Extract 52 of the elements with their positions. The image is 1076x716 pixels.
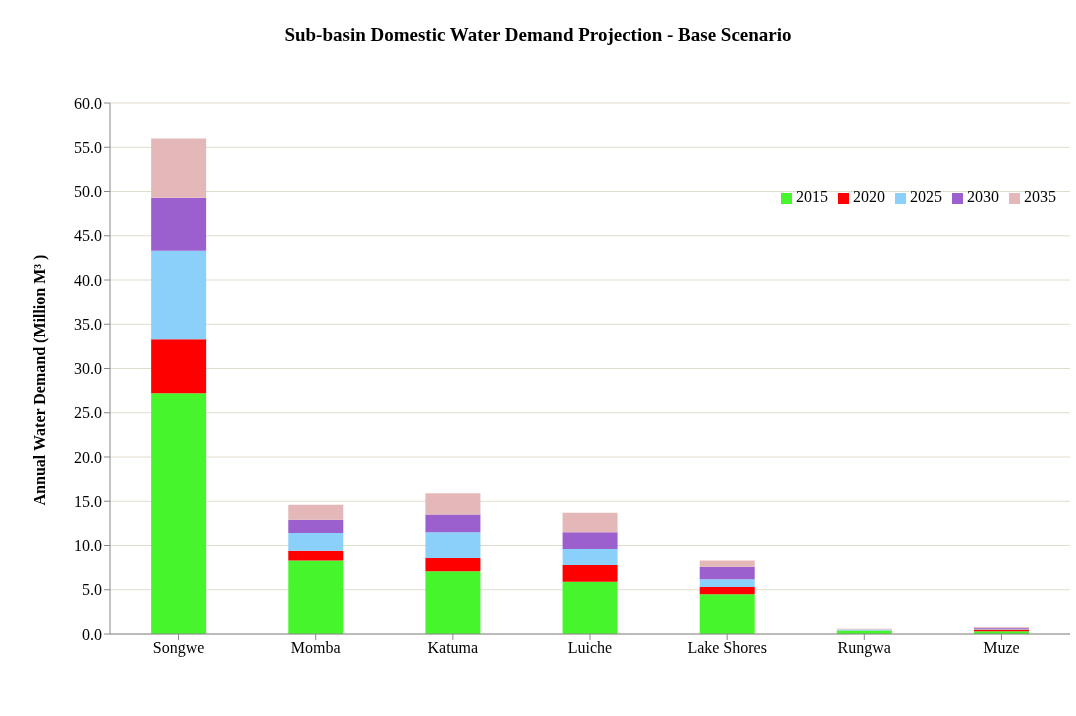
x-tick-label: Rungwa — [837, 639, 891, 658]
bar — [562, 581, 618, 634]
y-tick-label: 40.0 — [74, 271, 102, 289]
bar — [288, 550, 344, 561]
y-tick-label: 0.0 — [82, 625, 102, 643]
y-tick-label: 45.0 — [74, 227, 102, 245]
bar — [562, 532, 618, 550]
y-tick-label: 25.0 — [74, 404, 102, 422]
y-tick-label: 10.0 — [74, 537, 102, 555]
legend-label: 2035 — [1024, 188, 1056, 205]
bar — [699, 579, 755, 588]
legend-label: 2030 — [967, 188, 999, 205]
bar — [425, 493, 481, 515]
bar — [151, 197, 207, 251]
bar — [562, 564, 618, 582]
bar — [151, 393, 207, 634]
x-tick-label: Katuma — [427, 639, 479, 657]
y-tick-label: 15.0 — [74, 492, 102, 510]
bar — [288, 504, 344, 520]
y-tick-label: 55.0 — [74, 138, 102, 156]
bar — [288, 560, 344, 634]
bar — [699, 594, 755, 634]
bar — [425, 532, 481, 558]
bar — [562, 549, 618, 565]
bar — [425, 514, 481, 533]
legend-label: 2020 — [853, 188, 885, 205]
x-tick-label: Songwe — [152, 639, 205, 658]
legend-label: 2015 — [796, 188, 828, 205]
y-tick-label: 50.0 — [74, 183, 102, 201]
bar — [562, 512, 618, 533]
bar — [425, 571, 481, 634]
y-tick-label: 60.0 — [74, 94, 102, 112]
bar — [151, 250, 207, 340]
legend-label: 2025 — [910, 188, 942, 205]
bar — [151, 138, 207, 198]
x-tick-label: Muze — [983, 639, 1020, 657]
bar — [425, 557, 481, 572]
y-tick-label: 35.0 — [74, 315, 102, 333]
chart-title: Sub-basin Domestic Water Demand Projection - Base Scenario — [283, 24, 793, 46]
x-tick-label: Momba — [290, 639, 341, 657]
x-tick-label: Lake Shores — [687, 639, 767, 657]
bar — [699, 560, 755, 567]
bar — [288, 519, 344, 534]
bar — [699, 566, 755, 580]
bar — [699, 587, 755, 595]
y-tick-label: 5.0 — [82, 581, 102, 599]
bar — [151, 339, 207, 394]
bar — [288, 533, 344, 551]
y-tick-label: 20.0 — [74, 448, 102, 466]
y-tick-label: 30.0 — [74, 360, 102, 378]
y-axis-title: Annual Water Demand (Million M³ ) — [31, 254, 49, 506]
x-tick-label: Luiche — [567, 639, 613, 657]
